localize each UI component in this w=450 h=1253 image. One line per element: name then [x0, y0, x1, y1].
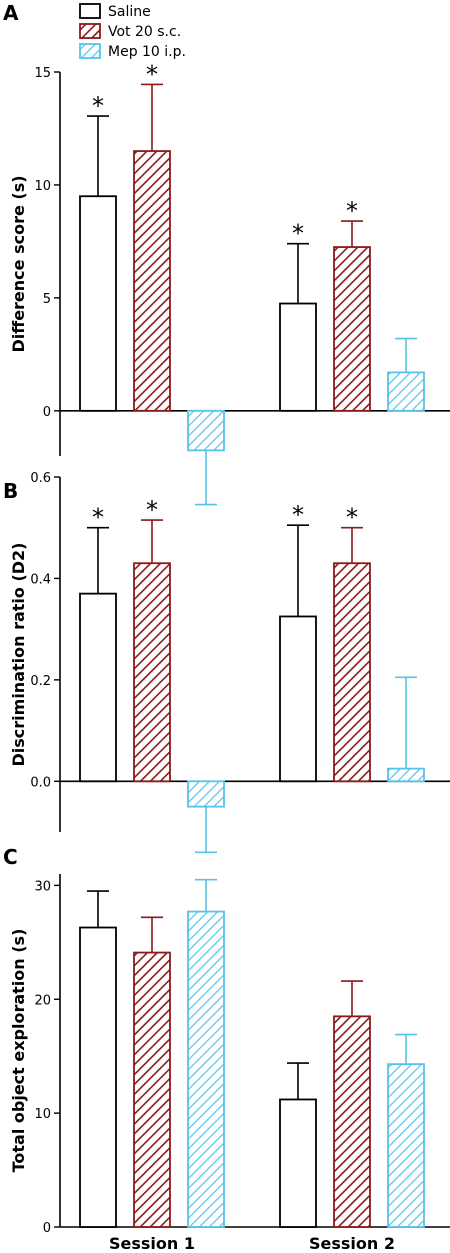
bar-mep: [187, 409, 225, 452]
y-axis-title: Difference score (s): [9, 175, 28, 352]
bar-saline: [79, 926, 117, 1228]
bar-saline: [279, 615, 317, 783]
legend-label-saline: Saline: [108, 4, 151, 20]
legend-item-saline: Saline: [79, 3, 151, 20]
bar-mep: [187, 780, 225, 808]
x-category-label: Session 1: [109, 1234, 195, 1253]
legend-item-vot: Vot 20 s.c.: [79, 23, 181, 40]
bar-vot: [333, 562, 371, 783]
legend-swatch-mep: [79, 43, 101, 59]
panel-letter-c: C: [3, 845, 18, 869]
legend-label-mep: Mep 10 i.p.: [108, 44, 186, 60]
bar-saline: [79, 592, 117, 783]
legend-item-mep: Mep 10 i.p.: [79, 43, 186, 60]
legend-swatch-vot: [79, 23, 101, 39]
y-tick-label: 0.0: [30, 775, 51, 790]
panel-letter-a: A: [3, 1, 19, 25]
panel-letter-b: B: [3, 479, 18, 503]
legend-label-vot: Vot 20 s.c.: [108, 24, 181, 40]
y-tick-label: 30: [34, 879, 51, 894]
significance-marker: *: [292, 220, 304, 248]
bar-mep: [387, 767, 425, 783]
significance-marker: *: [146, 60, 158, 88]
y-tick-label: 5: [43, 292, 51, 307]
y-tick-label: 0: [43, 405, 51, 420]
bar-mep: [187, 910, 225, 1228]
x-category-label: Session 2: [309, 1234, 395, 1253]
y-tick-label: 10: [34, 179, 51, 194]
bar-vot: [133, 562, 171, 783]
y-tick-label: 0.2: [30, 674, 51, 689]
y-tick-label: 0.6: [30, 471, 51, 486]
bar-mep: [387, 371, 425, 412]
y-axis-title: Discrimination ratio (D2): [9, 543, 28, 767]
bar-saline: [279, 302, 317, 412]
bar-vot: [333, 246, 371, 412]
significance-marker: *: [92, 504, 104, 532]
bar-saline: [279, 1098, 317, 1228]
bar-vot: [133, 951, 171, 1228]
y-tick-label: 15: [34, 66, 51, 81]
legend: Saline Vot 20 s.c. Mep 10 i.p.: [79, 3, 186, 60]
panel-a: A 0 5 10 15 Difference score (s) * * * *: [3, 1, 450, 506]
significance-marker: *: [146, 496, 158, 524]
legend-swatch-saline: [79, 3, 101, 19]
y-tick-label: 0: [43, 1221, 51, 1236]
bar-vot: [333, 1015, 371, 1228]
panel-b: B 0.0 0.2 0.4 0.6 Discrimination ratio (D2) * *…: [3, 471, 450, 854]
bar-vot: [133, 150, 171, 412]
y-tick-label: 20: [34, 993, 51, 1008]
panel-c: C 0 10 20 30 Total object exploration (s) Sess…: [3, 845, 450, 1253]
bar-saline: [79, 195, 117, 412]
y-axis-title: Total object exploration (s): [9, 929, 28, 1173]
y-tick-label: 10: [34, 1107, 51, 1122]
y-tick-label: 0.4: [30, 572, 51, 587]
significance-marker: *: [292, 501, 304, 529]
significance-marker: *: [346, 504, 358, 532]
significance-marker: *: [346, 197, 358, 225]
significance-marker: *: [92, 92, 104, 120]
bar-mep: [387, 1063, 425, 1228]
